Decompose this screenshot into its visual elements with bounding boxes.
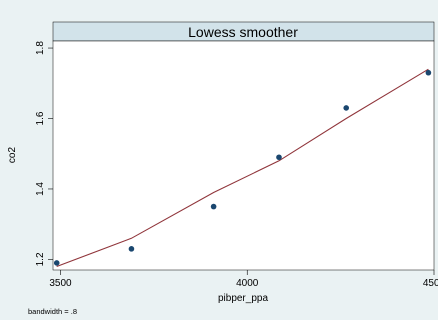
series <box>53 68 432 268</box>
y-tick-label-1.6: 1.6 <box>35 111 46 125</box>
scatter-point <box>53 260 60 266</box>
scatter-point <box>276 154 282 161</box>
y-tick-label-1.8: 1.8 <box>35 41 46 55</box>
y-tick-label-1.2: 1.2 <box>35 252 46 266</box>
scatter-point <box>210 203 217 210</box>
y-tick-label-1.4: 1.4 <box>35 182 46 196</box>
ticks: 3500 4000 4500 1.2 1.4 1.6 1.8 <box>35 41 438 289</box>
x-axis-label: pibper_ppa <box>218 293 268 304</box>
x-tick-label-4000: 4000 <box>236 278 259 289</box>
x-tick-label-3500: 3500 <box>49 278 72 289</box>
x-tick-label-4500: 4500 <box>423 278 438 289</box>
scatter-point <box>128 246 135 252</box>
bandwidth-note: bandwidth = .8 <box>28 307 77 316</box>
scatter-point <box>425 69 432 76</box>
lowess-line <box>56 68 429 268</box>
scatter-point <box>343 105 350 111</box>
y-axis-label: co2 <box>7 147 18 164</box>
plot-area <box>52 40 435 271</box>
chart-title: Lowess smoother <box>188 24 298 40</box>
